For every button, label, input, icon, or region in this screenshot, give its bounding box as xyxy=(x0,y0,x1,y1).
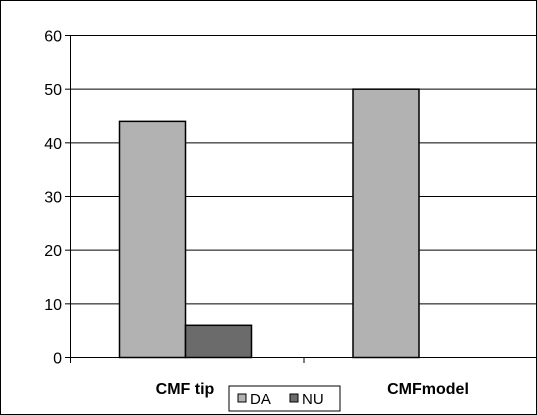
y-tick-label: 0 xyxy=(53,351,62,368)
y-tick-label: 40 xyxy=(44,136,62,153)
bar-nu-cmf-tip xyxy=(184,324,253,359)
legend-label-da: DA xyxy=(250,391,271,408)
y-tick-labels: 0 10 20 30 40 50 60 xyxy=(44,29,62,368)
y-tick-label: 50 xyxy=(44,82,62,99)
legend-swatch-nu xyxy=(289,393,299,403)
y-tick-label: 10 xyxy=(44,297,62,314)
bar-da-cmfmodel xyxy=(352,88,420,359)
bars xyxy=(118,88,420,359)
legend-swatch-da xyxy=(237,393,247,403)
category-labels: CMF tip CMFmodel xyxy=(156,381,469,398)
legend-box xyxy=(228,385,341,412)
y-tick-label: 60 xyxy=(44,29,62,46)
category-label: CMFmodel xyxy=(387,381,469,398)
legend-label-nu: NU xyxy=(302,391,324,408)
y-tick-label: 20 xyxy=(44,243,62,260)
bar-da-cmf-tip xyxy=(118,120,187,359)
category-label: CMF tip xyxy=(156,381,215,398)
y-tick-label: 30 xyxy=(44,190,62,207)
legend: DA NU xyxy=(228,385,341,412)
